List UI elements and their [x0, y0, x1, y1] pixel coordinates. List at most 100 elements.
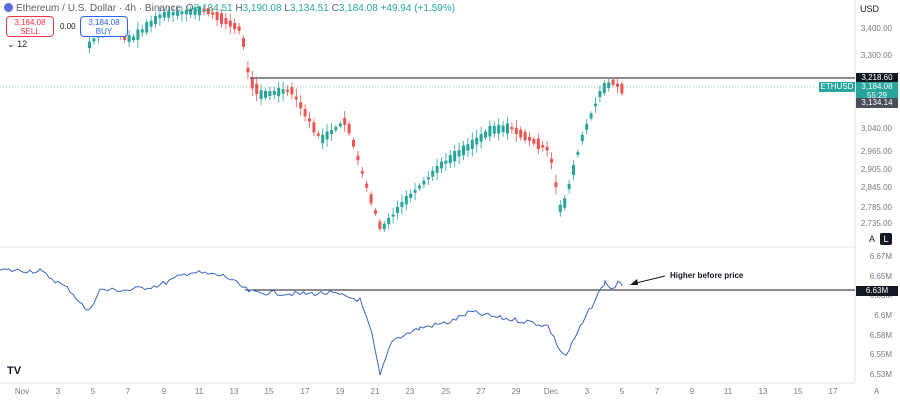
candle-body [598, 90, 602, 98]
time-tick-label: 13 [229, 387, 239, 396]
candle-body [360, 171, 364, 174]
symbol-tag: ETHUSD [819, 82, 855, 92]
candle-body [594, 103, 597, 107]
volume-toggle[interactable]: ⌄ 12 [7, 39, 27, 50]
candle-body [132, 36, 135, 41]
candle-body [506, 123, 509, 134]
candle-body [127, 35, 131, 43]
candle-body [558, 204, 562, 213]
candle-body [413, 190, 417, 193]
candle-body [567, 183, 571, 190]
candle-body [400, 202, 404, 208]
candle-body [431, 170, 435, 177]
candle-body [528, 136, 531, 141]
ohlc-readout: O3,134.51 H3,190.08 L3,134.51 C3,184.08 … [186, 3, 455, 14]
candle-body [352, 140, 355, 147]
candle-body [246, 67, 250, 73]
buy-button[interactable]: 3,184.08 BUY [80, 16, 128, 37]
tradingview-logo[interactable]: TV [7, 365, 22, 377]
candle-body [391, 214, 395, 217]
candle-body [426, 177, 430, 180]
candle-body [303, 109, 307, 117]
candle-body [184, 10, 188, 15]
candle-body [272, 90, 276, 95]
sell-price: 3,184.08 [14, 18, 46, 27]
candle-body [343, 118, 347, 125]
ethereum-icon [4, 3, 13, 12]
candle-body [585, 124, 589, 130]
symbol-header[interactable]: Ethereum / U.S. Dollar · 4h · Binance O3… [4, 3, 455, 14]
candle-body [88, 41, 91, 49]
high-label: H [235, 3, 243, 14]
candle-body [162, 11, 166, 18]
sell-label: SELL [20, 27, 40, 36]
candle-body [268, 91, 272, 97]
candle-body [176, 10, 179, 16]
candle-body [290, 87, 294, 95]
countdown-tag: 55:29 [856, 91, 898, 101]
candle-body [541, 145, 545, 148]
auto-scale-button[interactable]: A [868, 234, 875, 244]
candle-body [250, 78, 254, 89]
candle-body [180, 11, 184, 15]
candle-body [202, 8, 206, 12]
time-tick-label: 17 [828, 387, 838, 396]
candle-body [462, 145, 465, 156]
candle-body [228, 20, 232, 27]
candle-body [92, 38, 96, 42]
candle-body [404, 195, 408, 205]
price-tick-label: 3,400.00 [860, 24, 892, 33]
candle-body [479, 133, 483, 142]
candle-body [396, 206, 399, 214]
candle-body [140, 29, 144, 33]
time-tick-label: 19 [335, 387, 345, 396]
candle-body [281, 89, 285, 94]
candle-body [611, 79, 615, 86]
candle-body [422, 180, 426, 185]
candle-body [514, 127, 518, 134]
candle-body [308, 118, 311, 122]
candle-body [418, 185, 421, 189]
candle-body [259, 90, 263, 99]
candle-body [149, 20, 153, 27]
time-tick-label: 5 [619, 387, 625, 396]
time-tick-label: 3 [584, 387, 590, 396]
annotation-arrowhead [630, 279, 638, 285]
indicator-line [0, 268, 623, 376]
price-tick-label: 2,905.00 [860, 165, 892, 174]
candle-body [206, 8, 210, 15]
candle-body [378, 221, 382, 230]
candle-body [523, 132, 527, 141]
time-tick-label: 5 [90, 387, 96, 396]
time-tick-label: 9 [161, 387, 167, 396]
candle-body [294, 96, 298, 100]
time-tick-label: 29 [511, 387, 521, 396]
candle-body [488, 125, 492, 137]
currency-selector[interactable]: USD [860, 4, 880, 14]
close-value: 3,184.08 [338, 3, 378, 14]
log-scale-button[interactable]: L [880, 233, 892, 245]
time-axis-auto-button[interactable]: A [874, 387, 880, 396]
candle-body [602, 83, 606, 94]
candle-body [492, 125, 496, 134]
low-value: 3,134.51 [289, 3, 329, 14]
candle-body [448, 155, 452, 164]
time-tick-label: 13 [758, 387, 768, 396]
candle-body [312, 122, 316, 133]
indicator-tick-label: 6.53M [869, 370, 892, 379]
indicator-tick-label: 6.65M [869, 272, 892, 281]
low-label: L [284, 3, 290, 14]
indicator-tick-label: 6.55M [869, 350, 892, 359]
candle-body [616, 83, 619, 87]
sell-button[interactable]: 3,184.08 SELL [6, 16, 54, 37]
time-tick-label: 25 [441, 387, 451, 396]
candle-body [382, 223, 386, 230]
time-tick-label: 23 [405, 387, 415, 396]
candle-body [589, 113, 593, 119]
candle-body [316, 133, 320, 136]
time-tick-label: 15 [264, 387, 274, 396]
indicator-tick-label: 6.6M [874, 311, 892, 320]
price-tick-label: 2,785.00 [860, 203, 892, 212]
